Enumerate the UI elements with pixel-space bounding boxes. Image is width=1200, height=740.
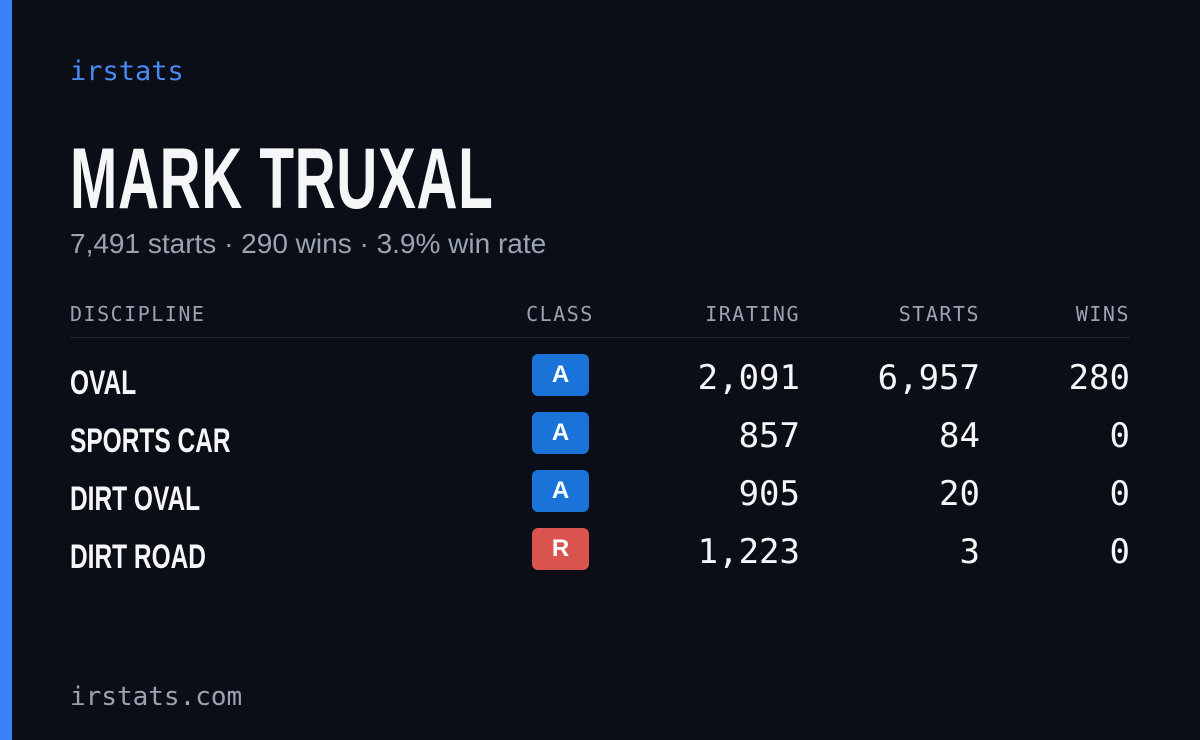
class-badge: A [532, 412, 589, 454]
column-header: WINS [1075, 302, 1130, 326]
wins: 280 [1068, 358, 1130, 398]
class-badge: A [532, 354, 589, 396]
discipline: OVAL [70, 364, 137, 402]
irating: 905 [738, 474, 800, 514]
column-header: CLASS [526, 302, 594, 326]
class-badge: A [532, 470, 589, 512]
discipline: DIRT OVAL [70, 480, 201, 518]
accent-bar [0, 0, 12, 740]
irating: 857 [738, 416, 800, 456]
footer-url: irstats.com [70, 682, 243, 712]
class-badge: R [532, 528, 589, 570]
starts: 20 [939, 474, 980, 514]
driver-name: MARK TRUXAL [70, 131, 494, 227]
irating: 1,223 [697, 532, 800, 572]
starts: 3 [959, 532, 980, 572]
header-rule [70, 337, 1130, 338]
summary: 7,491 starts · 290 wins · 3.9% win rate [70, 228, 547, 259]
discipline: SPORTS CAR [70, 422, 231, 460]
discipline: DIRT ROAD [70, 538, 207, 576]
starts: 6,957 [877, 358, 980, 398]
wins: 0 [1109, 416, 1130, 456]
column-header: DISCIPLINE [70, 302, 206, 326]
brand: irstats [70, 56, 184, 87]
column-header: STARTS [898, 302, 980, 326]
column-header: IRATING [705, 302, 800, 326]
irating: 2,091 [697, 358, 800, 398]
wins: 0 [1109, 474, 1130, 514]
starts: 84 [939, 416, 980, 456]
wins: 0 [1109, 532, 1130, 572]
